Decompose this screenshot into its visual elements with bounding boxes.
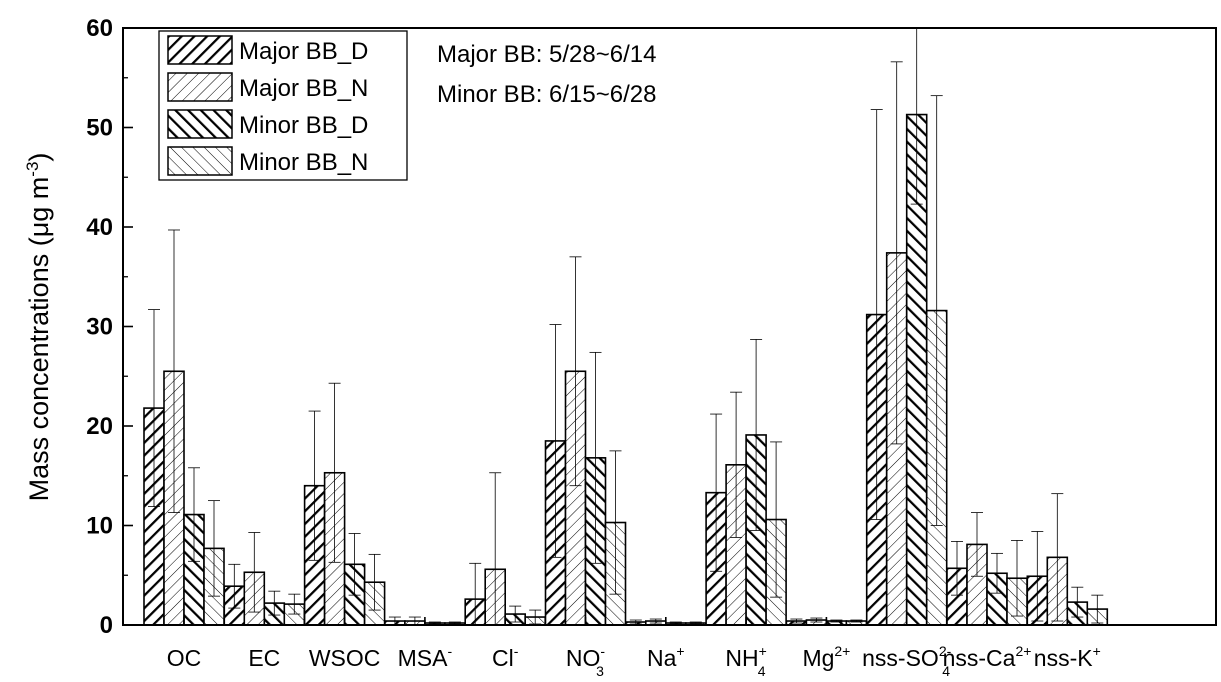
legend-swatch	[167, 109, 233, 139]
x-tick-label: WSOC	[309, 645, 381, 671]
legend-label: Minor BB_D	[239, 112, 368, 139]
x-tick-label: OC	[167, 645, 202, 671]
y-axis-title-main: Mass concentrations (	[24, 237, 54, 501]
y-axis-title-close: )	[24, 153, 54, 162]
y-tick-label: 30	[86, 314, 113, 341]
error-bars-layer	[148, 28, 1104, 625]
y-tick-label: 40	[86, 214, 113, 241]
legend-label: Major BB_D	[239, 38, 368, 65]
x-tick-label: Cl-	[492, 643, 519, 671]
x-axis: OC EC WSOC MSA- Cl- NO-3 Na+ NH+ 4 Mg2+ nss-SO2-4n…	[167, 617, 1101, 679]
legend-label: Minor BB_N	[239, 149, 368, 176]
x-tick-label: nss-Ca2+	[943, 643, 1032, 671]
x-tick-label: EC	[248, 645, 280, 671]
legend-swatch	[167, 146, 233, 176]
legend-swatch	[167, 72, 233, 102]
x-tick-label: MSA-	[398, 643, 453, 671]
legend: Major BB_D Major BB_N Minor BB_D Minor BB_N	[158, 30, 408, 181]
y-tick-label: 60	[86, 15, 113, 42]
x-tick-label: nss-SO2-4	[862, 643, 951, 679]
y-tick-label: 10	[86, 513, 113, 540]
y-tick-label: 20	[86, 413, 113, 440]
annotation-major-period: Major BB: 5/28~6/14	[437, 41, 656, 68]
y-axis-title-exponent: -3	[23, 162, 42, 177]
x-tick-label: Na+	[647, 643, 685, 671]
bars-layer	[143, 113, 1109, 625]
y-tick-label: 50	[86, 115, 113, 142]
annotation-minor-period: Minor BB: 6/15~6/28	[437, 81, 656, 108]
y-axis-title-unit: g m	[24, 177, 54, 222]
legend-label: Major BB_N	[239, 75, 368, 102]
y-axis-title: Mass concentrations (μg m-3)	[23, 153, 54, 502]
x-tick-label: NO-3	[566, 643, 606, 679]
y-axis-title-mu: μ	[24, 222, 54, 238]
x-tick-label: NH+ 4	[725, 643, 766, 679]
y-axis: 0 10 20 30 40 50 60	[86, 15, 133, 639]
y-tick-label: 0	[100, 612, 113, 639]
legend-swatch	[167, 35, 233, 65]
x-tick-label: Mg2+	[802, 643, 850, 671]
x-tick-label: nss-K+	[1034, 643, 1101, 671]
